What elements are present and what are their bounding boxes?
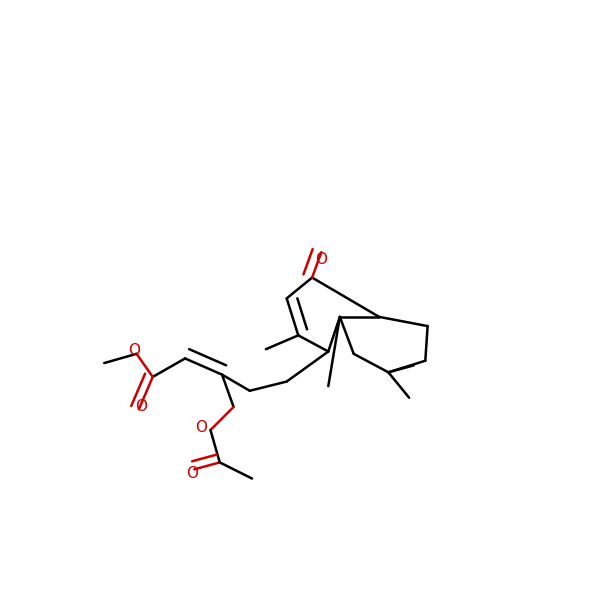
- Text: O: O: [135, 400, 147, 415]
- Text: O: O: [128, 343, 140, 358]
- Text: O: O: [316, 251, 328, 266]
- Text: O: O: [186, 466, 198, 481]
- Text: O: O: [195, 420, 207, 435]
